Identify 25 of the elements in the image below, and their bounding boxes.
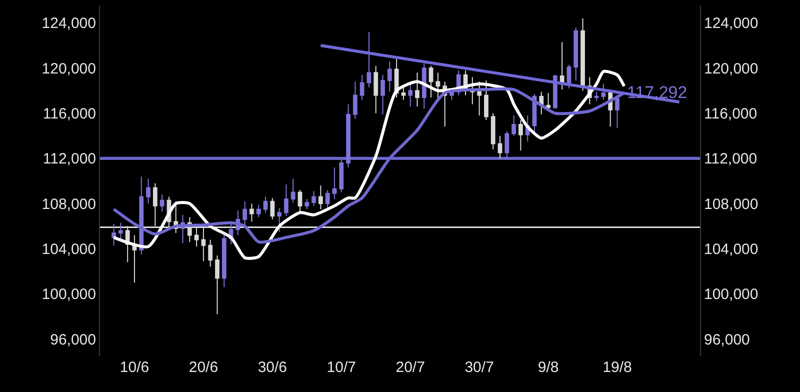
y2-tick-label: 104,000 — [704, 240, 758, 258]
y2-tick-label: 100,000 — [704, 286, 758, 304]
y-tick-label: 112,000 — [42, 150, 96, 168]
y-tick-label: 100,000 — [42, 286, 96, 304]
x-tick-label: 20/7 — [396, 359, 425, 376]
y2-tick-label: 124,000 — [704, 15, 758, 32]
y-tick-label: 116,000 — [42, 106, 96, 123]
y-tick-label: 120,000 — [42, 60, 96, 78]
y-tick-label: 108,000 — [42, 196, 96, 213]
y2-tick-label: 120,000 — [704, 60, 758, 78]
x-tick-label: 9/8 — [538, 359, 559, 376]
x-tick-label: 30/7 — [464, 359, 494, 376]
y-tick-label: 124,000 — [42, 15, 96, 32]
annotation: 117,292 — [627, 83, 688, 102]
x-tick-label: 30/6 — [258, 359, 288, 376]
x-tick-label: 10/7 — [326, 359, 356, 376]
y-tick-label: 96,000 — [50, 331, 96, 348]
y2-tick-label: 116,000 — [704, 106, 758, 123]
y2-tick-label: 108,000 — [704, 196, 758, 213]
x-tick-label: 20/6 — [188, 359, 218, 376]
x-tick-label: 19/8 — [602, 359, 632, 376]
y-tick-label: 104,000 — [42, 240, 96, 258]
y2-tick-label: 96,000 — [704, 331, 750, 348]
y2-tick-label: 112,000 — [704, 150, 758, 168]
x-tick-label: 10/6 — [120, 359, 150, 376]
